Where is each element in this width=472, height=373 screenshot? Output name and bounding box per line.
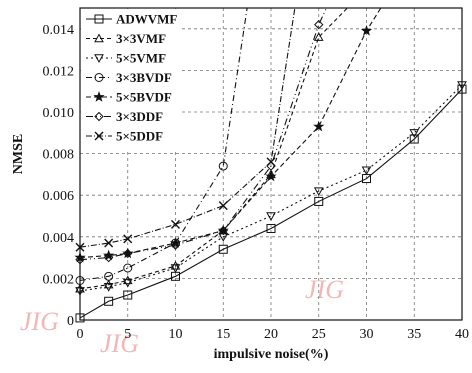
series-marker [103,279,114,289]
series-marker [103,283,114,292]
legend-item: 3×3BVDF [86,70,172,85]
legend-item: 5×5BVDF [86,90,172,105]
series-marker [123,263,133,273]
legend-label: 5×5DDF [116,129,163,144]
x-axis-title: impulsive noise(%) [214,347,329,362]
series-marker [170,264,181,274]
series-marker [313,120,325,132]
series-marker [94,131,104,141]
y-tick-label: 0.010 [43,106,75,121]
series-marker [103,252,114,263]
series-marker [123,290,133,300]
series-marker [218,225,228,236]
legend-label: 5×5VMF [116,51,166,66]
series-marker [104,271,114,281]
series-line [79,88,463,319]
series-marker [94,14,104,24]
x-tick-label: 5 [124,327,131,342]
plot-frame [79,7,463,321]
series-marker [265,170,277,182]
x-tick-label: 25 [312,327,326,342]
series-marker [409,134,419,144]
y-tick-label: 0.014 [43,23,75,38]
x-tick-label: 0 [77,327,84,342]
series-marker [361,166,372,176]
series-marker [94,33,104,43]
legend-label: 5×5BVDF [116,90,172,105]
series-marker [266,223,276,233]
watermark-text: JIG [100,329,139,358]
series-marker [170,260,181,270]
series-marker [104,296,114,306]
series-marker [314,19,324,30]
series-marker [123,234,133,244]
legend: ADWVMF 3×3VMF 5×5VMF 3×3BVDF 5×5BVDF 3×3DDF 5×… [81,9,179,149]
x-tick-label: 15 [216,327,230,342]
series-marker [218,233,229,242]
y-tick-label: 0 [67,314,74,329]
series-marker [104,238,114,248]
series-marker [360,25,373,36]
y-tick-label: 0.012 [43,64,75,79]
legend-item: 3×3VMF [86,31,166,46]
series-line [79,84,463,292]
series-marker [313,187,324,197]
legend-item: 3×3DDF [86,109,163,124]
tick-labels: 0 5 10 15 20 25 30 35 40 0 0.002 0.004 0.006 0.008 0.0… [43,23,470,342]
gridlines [80,8,462,320]
watermarks: JIG JIG JIG [20,275,344,358]
x-tick-label: 10 [169,327,183,342]
watermark-text: JIG [305,275,344,304]
x-tick-label: 20 [264,327,278,342]
series-marker [314,196,324,206]
legend-item: ADWVMF [86,12,177,27]
legend-item: 5×5DDF [86,129,163,144]
legend-label: ADWVMF [116,12,177,27]
series-line [79,7,348,290]
y-tick-label: 0.002 [43,272,75,287]
watermark-text: JIG [20,307,59,336]
series-marker [93,91,105,102]
x-tick-label: 30 [360,327,374,342]
y-tick-label: 0.004 [43,231,75,246]
y-tick-label: 0.006 [43,189,75,204]
series-marker [122,275,133,285]
y-tick-label: 0.008 [43,148,75,163]
legend-background [81,9,179,149]
series-marker [266,212,276,222]
series-5×5DDF [75,7,296,252]
legend-label: 3×3VMF [116,31,166,46]
series-marker [218,244,228,254]
series-marker [171,219,180,229]
series-marker [218,161,228,171]
series-marker [94,73,104,82]
series-marker [266,157,276,167]
series-marker [94,111,104,122]
y-axis-title: NMSE [11,134,26,174]
series-marker [313,32,324,41]
series-marker [94,54,104,64]
series-marker [170,240,181,250]
series-marker [123,248,133,259]
legend-label: 3×3BVDF [116,70,172,85]
x-tick-label: 40 [455,327,469,342]
legend-item: 5×5VMF [86,51,166,66]
series-marker [409,129,420,138]
series-marker [218,201,228,211]
series-marker [122,278,133,288]
x-tick-label: 35 [407,327,421,342]
legend-label: 3×3DDF [116,109,163,124]
